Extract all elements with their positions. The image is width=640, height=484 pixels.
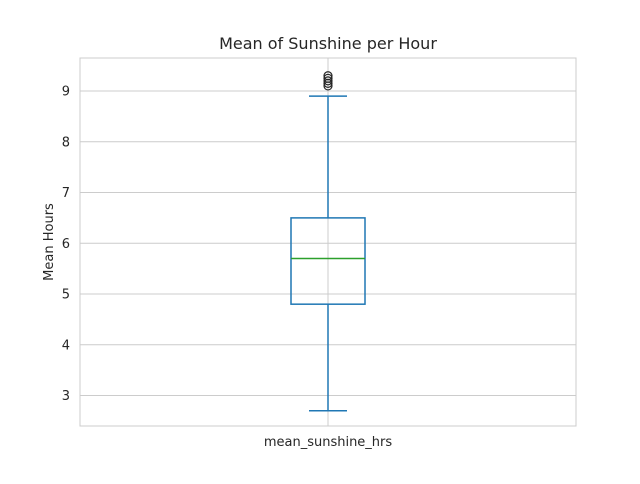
iqr-box — [290, 217, 366, 305]
y-tick-label: 7 — [62, 186, 70, 201]
chart-title: Mean of Sunshine per Hour — [219, 34, 437, 53]
outlier-point — [323, 76, 333, 86]
y-tick-label: 6 — [62, 237, 70, 252]
y-tick-labels: 3 4 5 6 7 8 9 — [62, 84, 70, 404]
y-tick-label: 8 — [62, 135, 70, 150]
box-layer — [290, 71, 366, 412]
y-tick-label: 5 — [62, 288, 70, 303]
outlier-point — [323, 73, 333, 83]
y-axis-label: Mean Hours — [42, 203, 57, 281]
y-tick-label: 3 — [62, 389, 70, 404]
x-tick-labels: mean_sunshine_hrs — [264, 435, 393, 450]
y-tick-label: 4 — [62, 338, 70, 353]
x-tick-label: mean_sunshine_hrs — [264, 435, 393, 450]
y-tick-label: 9 — [62, 84, 70, 99]
plot-frame — [79, 57, 577, 427]
outlier-point — [323, 71, 333, 81]
